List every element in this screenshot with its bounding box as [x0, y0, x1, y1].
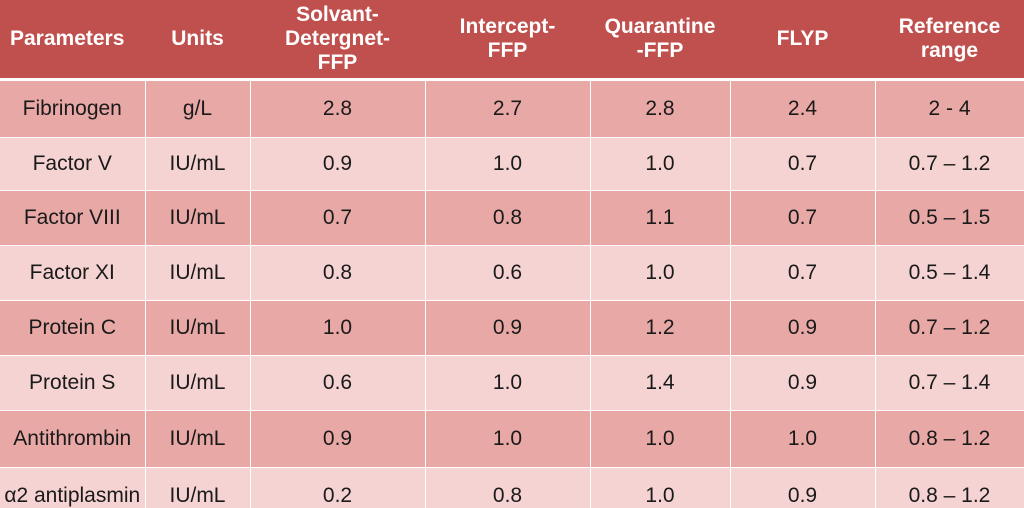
intercept-ffp-cell: 1.0 — [425, 137, 591, 191]
param-cell: Factor V — [0, 137, 146, 191]
header-intercept-ffp: Intercept- FFP — [425, 0, 591, 81]
reference-range-cell: 0.7 – 1.2 — [875, 300, 1024, 356]
reference-range-cell: 0.5 – 1.4 — [875, 245, 1024, 301]
table-row: Factor V IU/mL 0.9 1.0 1.0 0.7 0.7 – 1.2 — [0, 137, 1024, 191]
param-cell: α2 antiplasmin — [0, 467, 146, 508]
param-cell: Fibrinogen — [0, 79, 146, 138]
table-row: Protein S IU/mL 0.6 1.0 1.4 0.9 0.7 – 1.4 — [0, 355, 1024, 411]
units-cell: IU/mL — [145, 245, 251, 301]
param-cell: Factor XI — [0, 245, 146, 301]
sd-ffp-cell: 0.7 — [250, 190, 426, 246]
param-cell: Factor VIII — [0, 190, 146, 246]
intercept-ffp-cell: 1.0 — [425, 355, 591, 411]
header-flyp: FLYP — [730, 0, 876, 81]
flyp-cell: 1.0 — [730, 410, 876, 468]
quarantine-ffp-cell: 1.0 — [590, 410, 731, 468]
quarantine-ffp-cell: 1.1 — [590, 190, 731, 246]
quarantine-ffp-cell: 1.4 — [590, 355, 731, 411]
param-cell: Antithrombin — [0, 410, 146, 468]
quarantine-ffp-cell: 1.0 — [590, 137, 731, 191]
header-quarantine-ffp: Quarantine -FFP — [590, 0, 731, 81]
intercept-ffp-cell: 0.8 — [425, 467, 591, 508]
quarantine-ffp-cell: 1.2 — [590, 300, 731, 356]
units-cell: IU/mL — [145, 355, 251, 411]
intercept-ffp-cell: 0.8 — [425, 190, 591, 246]
reference-range-cell: 0.7 – 1.4 — [875, 355, 1024, 411]
flyp-cell: 0.7 — [730, 190, 876, 246]
param-cell: Protein S — [0, 355, 146, 411]
intercept-ffp-cell: 2.7 — [425, 79, 591, 138]
table-row: Protein C IU/mL 1.0 0.9 1.2 0.9 0.7 – 1.2 — [0, 300, 1024, 356]
header-reference-range: Reference range — [875, 0, 1024, 81]
units-cell: IU/mL — [145, 137, 251, 191]
reference-range-cell: 0.7 – 1.2 — [875, 137, 1024, 191]
sd-ffp-cell: 0.9 — [250, 410, 426, 468]
sd-ffp-cell: 0.8 — [250, 245, 426, 301]
reference-range-cell: 0.8 – 1.2 — [875, 410, 1024, 468]
sd-ffp-cell: 0.2 — [250, 467, 426, 508]
flyp-cell: 0.9 — [730, 300, 876, 356]
sd-ffp-cell: 0.6 — [250, 355, 426, 411]
header-units: Units — [145, 0, 251, 81]
units-cell: IU/mL — [145, 410, 251, 468]
units-cell: IU/mL — [145, 467, 251, 508]
reference-range-cell: 0.8 – 1.2 — [875, 467, 1024, 508]
flyp-cell: 0.9 — [730, 355, 876, 411]
intercept-ffp-cell: 0.6 — [425, 245, 591, 301]
table-row: Factor XI IU/mL 0.8 0.6 1.0 0.7 0.5 – 1.4 — [0, 245, 1024, 301]
sd-ffp-cell: 1.0 — [250, 300, 426, 356]
quarantine-ffp-cell: 1.0 — [590, 467, 731, 508]
table-row: Fibrinogen g/L 2.8 2.7 2.8 2.4 2 - 4 — [0, 79, 1024, 138]
reference-range-cell: 0.5 – 1.5 — [875, 190, 1024, 246]
table-row: Factor VIII IU/mL 0.7 0.8 1.1 0.7 0.5 – 1.5 — [0, 190, 1024, 246]
header-parameters: Parameters — [0, 0, 146, 81]
flyp-cell: 2.4 — [730, 79, 876, 138]
intercept-ffp-cell: 0.9 — [425, 300, 591, 356]
flyp-cell: 0.7 — [730, 137, 876, 191]
reference-range-cell: 2 - 4 — [875, 79, 1024, 138]
param-cell: Protein C — [0, 300, 146, 356]
sd-ffp-cell: 2.8 — [250, 79, 426, 138]
units-cell: IU/mL — [145, 190, 251, 246]
units-cell: g/L — [145, 79, 251, 138]
table-row: Antithrombin IU/mL 0.9 1.0 1.0 1.0 0.8 – 1.2 — [0, 410, 1024, 468]
header-solvent-detergent-ffp: Solvant- Detergnet- FFP — [250, 0, 426, 81]
header-row: Parameters Units Solvant- Detergnet- FFP… — [0, 0, 1024, 81]
quarantine-ffp-cell: 1.0 — [590, 245, 731, 301]
flyp-cell: 0.7 — [730, 245, 876, 301]
table-body: Fibrinogen g/L 2.8 2.7 2.8 2.4 2 - 4 Factor V IU… — [0, 79, 1024, 508]
sd-ffp-cell: 0.9 — [250, 137, 426, 191]
quarantine-ffp-cell: 2.8 — [590, 79, 731, 138]
units-cell: IU/mL — [145, 300, 251, 356]
intercept-ffp-cell: 1.0 — [425, 410, 591, 468]
table-row: α2 antiplasmin IU/mL 0.2 0.8 1.0 0.9 0.8 – 1.2 — [0, 467, 1024, 508]
flyp-cell: 0.9 — [730, 467, 876, 508]
